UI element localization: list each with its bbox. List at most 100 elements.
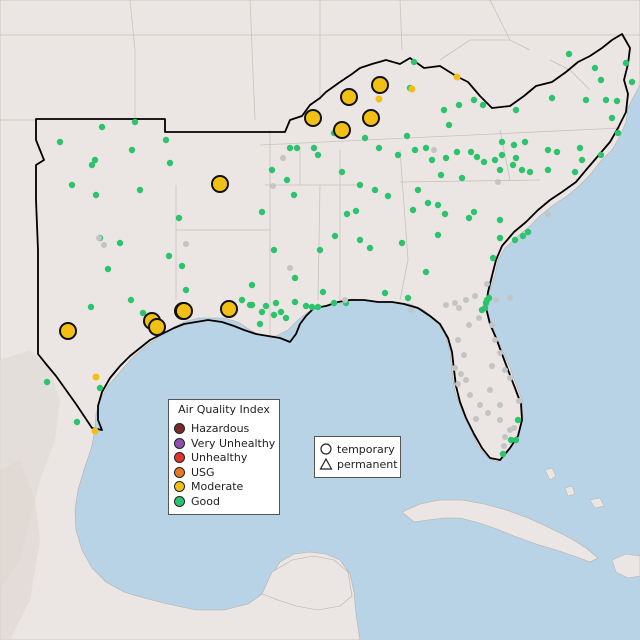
station-good[interactable] (290, 191, 298, 199)
station-good[interactable] (398, 239, 406, 247)
station-good[interactable] (88, 161, 96, 169)
station-good[interactable] (507, 436, 515, 444)
station-good[interactable] (272, 299, 280, 307)
station-good[interactable] (127, 296, 135, 304)
station-good[interactable] (613, 97, 621, 105)
station-good[interactable] (465, 214, 473, 222)
station-good[interactable] (277, 308, 285, 316)
station-good[interactable] (489, 254, 497, 262)
station-good[interactable] (422, 144, 430, 152)
station-good[interactable] (509, 161, 517, 169)
station-good[interactable] (428, 156, 436, 164)
station-good[interactable] (92, 191, 100, 199)
station-moderate-large[interactable] (220, 300, 238, 318)
station-moderate-small[interactable] (92, 373, 100, 381)
station-good[interactable] (512, 154, 520, 162)
station-no-data[interactable] (501, 443, 507, 449)
station-good[interactable] (602, 96, 610, 104)
station-no-data[interactable] (472, 293, 478, 299)
station-good[interactable] (467, 148, 475, 156)
station-good[interactable] (578, 156, 586, 164)
station-good[interactable] (411, 146, 419, 154)
station-good[interactable] (331, 232, 339, 240)
station-moderate-large[interactable] (362, 109, 380, 127)
station-good[interactable] (458, 174, 466, 182)
station-good[interactable] (308, 303, 316, 311)
station-no-data[interactable] (493, 297, 499, 303)
station-no-data[interactable] (466, 322, 472, 328)
station-no-data[interactable] (456, 305, 462, 311)
station-good[interactable] (375, 144, 383, 152)
station-no-data[interactable] (408, 307, 414, 313)
station-good[interactable] (479, 101, 487, 109)
station-good[interactable] (270, 246, 278, 254)
station-no-data[interactable] (516, 398, 522, 404)
station-good[interactable] (371, 186, 379, 194)
station-no-data[interactable] (502, 434, 508, 440)
station-good[interactable] (576, 144, 584, 152)
station-good[interactable] (521, 138, 529, 146)
station-good[interactable] (470, 208, 478, 216)
station-good[interactable] (582, 96, 590, 104)
station-good[interactable] (291, 298, 299, 306)
station-moderate-small[interactable] (453, 73, 461, 81)
station-good[interactable] (512, 106, 520, 114)
station-good[interactable] (165, 252, 173, 260)
station-good[interactable] (511, 236, 519, 244)
station-good[interactable] (403, 132, 411, 140)
station-no-data[interactable] (101, 242, 107, 248)
station-good[interactable] (56, 138, 64, 146)
station-good[interactable] (404, 294, 412, 302)
station-no-data[interactable] (455, 381, 461, 387)
station-no-data[interactable] (495, 179, 501, 185)
station-good[interactable] (455, 101, 463, 109)
station-good[interactable] (310, 144, 318, 152)
station-no-data[interactable] (497, 350, 503, 356)
station-moderate-small[interactable] (91, 427, 99, 435)
station-good[interactable] (445, 121, 453, 129)
station-no-data[interactable] (487, 387, 493, 393)
station-no-data[interactable] (467, 392, 473, 398)
station-good[interactable] (361, 134, 369, 142)
station-good[interactable] (548, 94, 556, 102)
station-good[interactable] (498, 138, 506, 146)
station-good[interactable] (514, 416, 522, 424)
station-no-data[interactable] (502, 367, 508, 373)
station-no-data[interactable] (452, 300, 458, 306)
station-good[interactable] (512, 436, 520, 444)
station-good[interactable] (73, 418, 81, 426)
station-good[interactable] (116, 239, 124, 247)
station-good[interactable] (441, 210, 449, 218)
station-good[interactable] (330, 299, 338, 307)
station-good[interactable] (381, 289, 389, 297)
station-good[interactable] (316, 246, 324, 254)
station-good[interactable] (544, 166, 552, 174)
station-good[interactable] (314, 151, 322, 159)
station-no-data[interactable] (458, 371, 464, 377)
station-no-data[interactable] (492, 337, 498, 343)
station-good[interactable] (302, 302, 310, 310)
station-no-data[interactable] (497, 402, 503, 408)
station-good[interactable] (139, 309, 147, 317)
station-no-data[interactable] (455, 337, 461, 343)
station-good[interactable] (597, 151, 605, 159)
station-good[interactable] (356, 181, 364, 189)
station-good[interactable] (453, 148, 461, 156)
station-no-data[interactable] (96, 235, 102, 241)
station-good[interactable] (424, 199, 432, 207)
station-no-data[interactable] (342, 297, 348, 303)
station-good[interactable] (314, 303, 322, 311)
station-good[interactable] (526, 168, 534, 176)
station-moderate-large[interactable] (304, 109, 322, 127)
station-good[interactable] (258, 208, 266, 216)
station-good[interactable] (270, 311, 278, 319)
station-good[interactable] (498, 151, 506, 159)
station-good[interactable] (104, 265, 112, 273)
station-no-data[interactable] (489, 322, 495, 328)
station-good[interactable] (440, 106, 448, 114)
station-good[interactable] (91, 156, 99, 164)
station-good[interactable] (283, 176, 291, 184)
station-good[interactable] (291, 274, 299, 282)
station-good[interactable] (262, 302, 270, 310)
station-good[interactable] (422, 268, 430, 276)
